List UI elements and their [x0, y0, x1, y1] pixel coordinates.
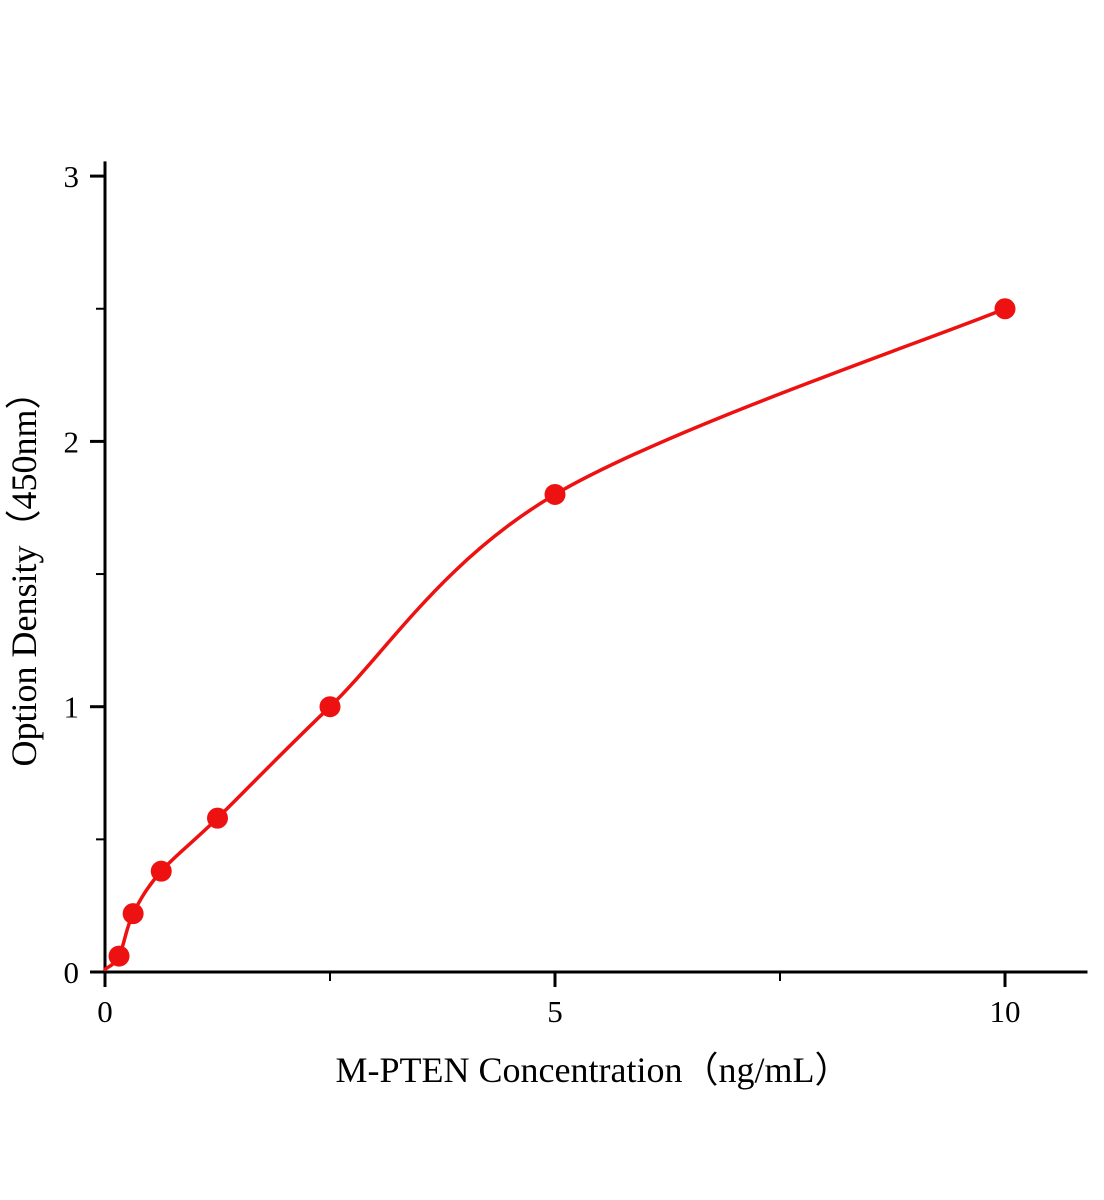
plot-area: 0 5 10 0 1 2 3 [64, 159, 1088, 1029]
y-axis-label: Option Density（450nm） [4, 374, 44, 767]
x-tick-label: 0 [97, 994, 113, 1029]
data-point [207, 807, 228, 829]
y-tick-label: 0 [64, 955, 80, 990]
y-tick-label: 1 [64, 690, 80, 725]
x-tick-label: 5 [547, 994, 563, 1029]
fit-curve [103, 307, 1007, 972]
data-point [544, 483, 566, 505]
data-point [150, 860, 172, 882]
data-point [319, 696, 341, 718]
data-point [122, 903, 144, 925]
y-tick-label: 3 [64, 159, 80, 194]
data-point [108, 945, 130, 967]
x-axis-label: M-PTEN Concentration（ng/mL） [336, 1050, 851, 1090]
y-tick-label: 2 [64, 424, 80, 459]
data-point [994, 298, 1016, 320]
x-tick-label: 10 [990, 994, 1021, 1029]
